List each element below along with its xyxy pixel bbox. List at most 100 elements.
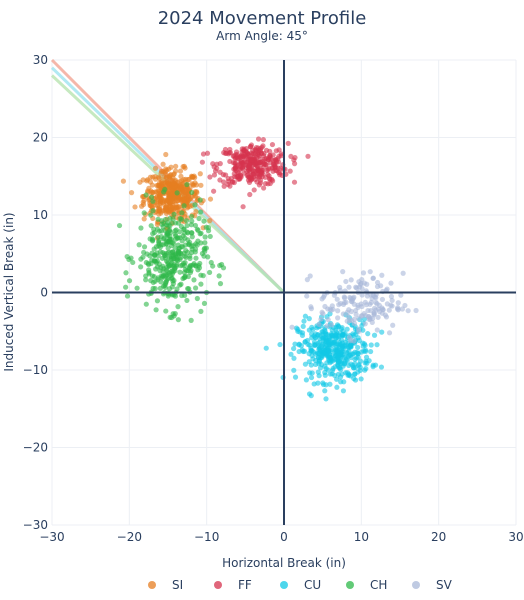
point-ch: [201, 300, 208, 307]
point-sv: [380, 306, 386, 312]
point-ff: [278, 151, 284, 157]
point-ch: [148, 212, 154, 218]
point-ch: [169, 240, 175, 246]
point-si: [207, 196, 214, 202]
point-ff: [256, 182, 262, 188]
point-sv: [364, 293, 371, 299]
point-cu: [342, 360, 348, 367]
point-ch: [126, 278, 133, 284]
point-sv: [325, 306, 331, 312]
point-ch: [177, 229, 183, 235]
point-ff: [246, 174, 252, 180]
point-ch: [186, 286, 192, 292]
point-si: [163, 207, 169, 213]
point-cu: [324, 342, 330, 348]
point-ff: [211, 172, 218, 178]
point-cu: [368, 342, 374, 348]
point-sv: [335, 308, 341, 314]
point-ch: [138, 264, 144, 270]
point-cu: [337, 359, 343, 365]
legend-marker-ch: [346, 581, 354, 589]
point-ch: [184, 181, 190, 188]
point-cu: [374, 342, 380, 348]
point-ch: [206, 269, 213, 276]
point-ch: [183, 248, 189, 254]
point-sv: [342, 295, 348, 301]
point-sv: [395, 300, 401, 306]
point-cu: [352, 371, 358, 377]
point-cu: [308, 374, 315, 381]
x-tick-label: 0: [280, 530, 288, 544]
point-ch: [203, 224, 209, 230]
y-axis-label: Induced Vertical Break (in): [2, 212, 16, 371]
point-cu: [309, 331, 315, 337]
point-cu: [379, 329, 385, 335]
point-si: [149, 182, 155, 188]
point-ff: [248, 150, 254, 156]
point-ff: [226, 151, 232, 157]
point-sv: [340, 311, 346, 317]
point-cu: [361, 341, 368, 347]
point-ff: [247, 191, 253, 198]
point-ch: [181, 275, 187, 281]
point-ch: [163, 273, 169, 279]
point-sv: [348, 277, 354, 283]
point-cu: [306, 359, 312, 365]
point-sv: [389, 297, 395, 304]
point-ch: [218, 261, 225, 268]
point-ch: [165, 245, 171, 251]
point-sv: [386, 330, 393, 336]
point-si: [156, 211, 162, 217]
point-ch: [146, 267, 152, 273]
point-ch: [187, 255, 193, 262]
legend-marker-cu: [280, 581, 288, 589]
point-ch: [189, 234, 195, 240]
point-cu: [323, 396, 329, 402]
point-ff: [211, 188, 217, 194]
point-cu: [358, 376, 364, 382]
point-cu: [363, 365, 369, 372]
point-sv: [353, 307, 359, 314]
point-sv: [351, 316, 358, 322]
point-sv: [328, 322, 335, 328]
point-ch: [185, 237, 191, 243]
point-cu: [368, 348, 374, 355]
point-ch: [175, 250, 181, 256]
point-si: [188, 173, 195, 179]
point-ff: [251, 187, 257, 193]
point-sv: [359, 276, 365, 283]
point-ff: [267, 176, 273, 182]
point-ch: [189, 249, 195, 256]
legend-label-ch: CH: [370, 578, 387, 592]
point-ff: [199, 159, 205, 165]
point-ch: [175, 220, 182, 226]
point-ch: [175, 304, 181, 310]
point-ch: [143, 277, 149, 283]
point-cu: [307, 342, 313, 348]
point-cu: [307, 370, 313, 376]
point-si: [170, 202, 176, 208]
point-sv: [289, 324, 295, 330]
point-cu: [330, 365, 336, 372]
point-cu: [332, 372, 338, 379]
point-cu: [306, 327, 312, 333]
point-cu: [322, 327, 328, 333]
point-ff: [207, 174, 213, 180]
point-si: [156, 205, 162, 211]
point-si: [156, 180, 163, 186]
point-ch: [188, 222, 195, 228]
point-sv: [388, 280, 394, 286]
point-cu: [346, 362, 352, 369]
point-ch: [175, 235, 181, 241]
point-cu: [323, 365, 329, 372]
point-sv: [358, 280, 364, 287]
point-si: [172, 178, 178, 185]
point-sv: [370, 275, 376, 281]
point-sv: [335, 315, 341, 321]
point-ff: [212, 168, 219, 174]
point-ch: [165, 223, 171, 229]
point-ff: [225, 181, 231, 188]
point-ch: [185, 273, 191, 280]
point-cu: [292, 374, 299, 380]
point-cu: [334, 354, 341, 361]
